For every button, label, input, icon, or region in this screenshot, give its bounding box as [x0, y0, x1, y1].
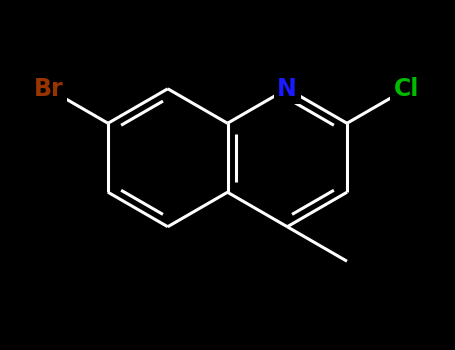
Text: N: N	[278, 77, 297, 101]
Text: Cl: Cl	[394, 77, 420, 101]
Text: Br: Br	[34, 77, 63, 101]
